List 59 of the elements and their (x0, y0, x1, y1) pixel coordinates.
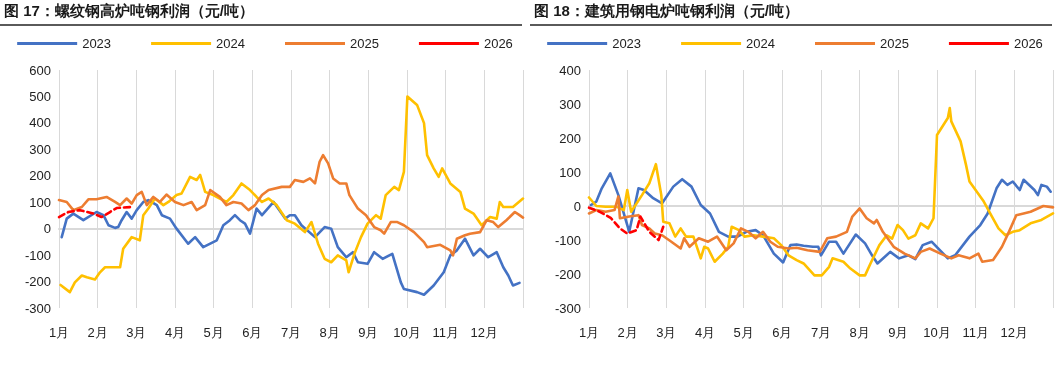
x-tick-label: 9月 (888, 325, 909, 340)
y-tick-label: -200 (554, 266, 581, 282)
y-tick-label: 600 (29, 62, 51, 78)
line-series (57, 153, 525, 257)
y-tick-label: -300 (554, 300, 581, 316)
chart-title: 图 17：螺纹钢高炉吨钢利润（元/吨） (4, 2, 255, 21)
line-series (587, 195, 1055, 264)
y-tick-label: 200 (29, 168, 51, 184)
line-series (57, 205, 133, 219)
y-tick-label: 0 (573, 198, 581, 214)
legend-label: 2025 (880, 36, 909, 51)
x-tick-label: 6月 (772, 325, 793, 340)
x-tick-label: 4月 (164, 325, 186, 340)
line-series (60, 198, 521, 297)
x-tick-label: 9月 (358, 325, 379, 340)
y-tick-label: 200 (559, 130, 581, 146)
y-tick-label: 0 (43, 221, 51, 237)
x-tick-label: 2月 (617, 325, 638, 340)
y-tick-label: -200 (24, 274, 51, 290)
x-tick-label: 5月 (203, 325, 224, 340)
y-tick-label: -100 (554, 232, 581, 248)
x-tick-label: 11月 (432, 325, 459, 340)
y-tick-label: 300 (29, 141, 51, 157)
x-tick-label: 10月 (923, 325, 951, 340)
x-tick-label: 3月 (656, 325, 677, 340)
x-tick-label: 5月 (733, 325, 754, 340)
x-tick-label: 6月 (242, 325, 263, 340)
y-tick-label: 400 (559, 62, 581, 78)
x-tick-label: 8月 (319, 325, 340, 340)
y-tick-label: 400 (29, 115, 51, 131)
legend-label: 2025 (350, 36, 379, 51)
x-tick-label: 8月 (849, 325, 870, 340)
x-tick-label: 10月 (393, 325, 421, 340)
x-tick-label: 7月 (280, 325, 302, 340)
x-tick-label: 11月 (962, 325, 989, 340)
y-tick-label: -300 (24, 300, 51, 316)
legend-label: 2024 (216, 36, 245, 51)
legend-label: 2024 (746, 36, 775, 51)
line-series (587, 106, 1055, 277)
x-tick-label: 1月 (48, 325, 70, 340)
line-series (587, 206, 665, 242)
x-tick-label: 1月 (578, 325, 600, 340)
x-tick-label: 2月 (87, 325, 108, 340)
x-tick-label: 7月 (810, 325, 832, 340)
x-tick-label: 4月 (694, 325, 716, 340)
y-tick-label: 100 (29, 194, 51, 210)
legend-label: 2023 (612, 36, 642, 51)
y-tick-label: 300 (559, 96, 581, 112)
y-tick-label: 100 (559, 164, 581, 180)
x-tick-label: 3月 (126, 325, 147, 340)
legend-label: 2026 (483, 36, 513, 51)
x-tick-label: 12月 (1000, 325, 1029, 340)
x-tick-label: 12月 (470, 325, 499, 340)
y-tick-label: 500 (29, 88, 51, 104)
y-tick-label: -100 (24, 247, 51, 263)
line-series (59, 95, 525, 294)
legend-label: 2026 (1013, 36, 1043, 51)
legend-label: 2023 (82, 36, 112, 51)
chart-title: 图 18：建筑用钢电炉吨钢利润（元/吨） (534, 2, 800, 21)
